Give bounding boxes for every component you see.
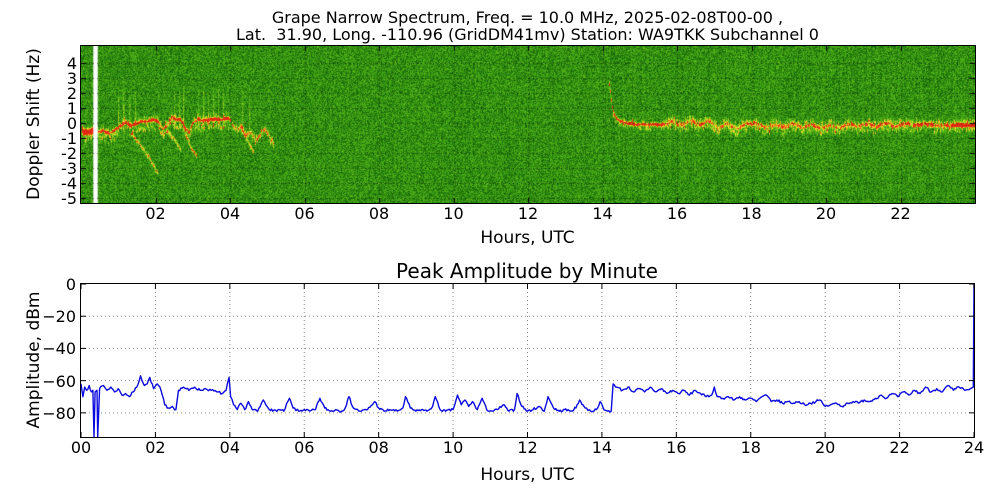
spectrogram-y-tick-label: -2 [61, 144, 77, 164]
spectrogram-y-tick-label: -1 [61, 129, 77, 148]
spectrogram-canvas [81, 46, 975, 203]
spectrogram-y-tick-label: -4 [61, 174, 77, 194]
amplitude-y-tick-label: −40 [42, 339, 76, 359]
amplitude-x-tick-label: 02 [145, 438, 166, 457]
amplitude-y-tick-label: −80 [42, 403, 76, 423]
spectrogram-y-tick-label: 3 [66, 68, 77, 88]
amplitude-x-tick-label: 00 [70, 438, 92, 457]
spectrogram-x-tick-label: 12 [517, 204, 539, 223]
amplitude-x-tick-label: 20 [814, 438, 836, 457]
figure-title-line2: Lat. 31.90, Long. -110.96 (GridDM41mv) S… [236, 25, 819, 44]
amplitude-x-tick-label: 24 [963, 438, 985, 457]
amplitude-x-tick-label: 08 [368, 438, 389, 457]
spectrogram-x-tick-label: 02 [145, 204, 166, 223]
amplitude-x-axis-title: Hours, UTC [480, 465, 575, 485]
spectrogram-x-tick-label: 10 [443, 204, 464, 223]
figure-title-line1: Grape Narrow Spectrum, Freq. = 10.0 MHz,… [271, 8, 784, 27]
spectrogram-x-tick-label: 08 [368, 204, 390, 223]
amplitude-x-tick-label: 10 [442, 438, 464, 457]
amplitude-x-tick-label: 18 [740, 438, 761, 457]
amplitude-y-tick-label: −60 [42, 371, 76, 391]
amplitude-chart-title: Peak Amplitude by Minute [396, 259, 658, 283]
amplitude-x-tick-label: 04 [219, 438, 240, 457]
spectrogram-x-tick-label: 14 [592, 204, 613, 223]
amplitude-y-tick-label: 0 [65, 275, 76, 294]
spectrogram-x-tick-label: 18 [741, 204, 762, 223]
amplitude-line-chart [80, 283, 975, 438]
spectrogram-x-tick-label: 04 [219, 204, 241, 223]
spectrogram-x-tick-label: 22 [890, 204, 911, 223]
amplitude-x-tick-label: 12 [517, 438, 538, 457]
spectrogram-y-tick-label: 1 [66, 98, 77, 118]
spectrogram-x-tick-label: 06 [294, 204, 315, 223]
amplitude-x-tick-label: 22 [889, 438, 910, 457]
spectrogram-y-tick-label: 2 [66, 83, 77, 103]
amplitude-x-tick-label: 14 [591, 438, 613, 457]
amplitude-x-tick-label: 16 [666, 438, 687, 457]
spectrogram-x-axis-title: Hours, UTC [480, 228, 575, 248]
spectrogram-x-tick-label: 20 [815, 204, 837, 223]
spectrogram-y-tick-label: -3 [61, 159, 77, 179]
spectrogram-y-tick-label: 0 [66, 113, 77, 133]
spectrogram-x-tick-label: 16 [666, 204, 688, 223]
amplitude-x-tick-label: 06 [294, 438, 315, 457]
spectrogram-y-tick-label: 4 [66, 53, 77, 73]
amplitude-y-tick-label: −20 [42, 307, 76, 327]
spectrogram-plot-area [80, 45, 976, 204]
spectrogram-y-tick-label: -5 [61, 189, 77, 209]
amplitude-plot-area [80, 283, 975, 438]
